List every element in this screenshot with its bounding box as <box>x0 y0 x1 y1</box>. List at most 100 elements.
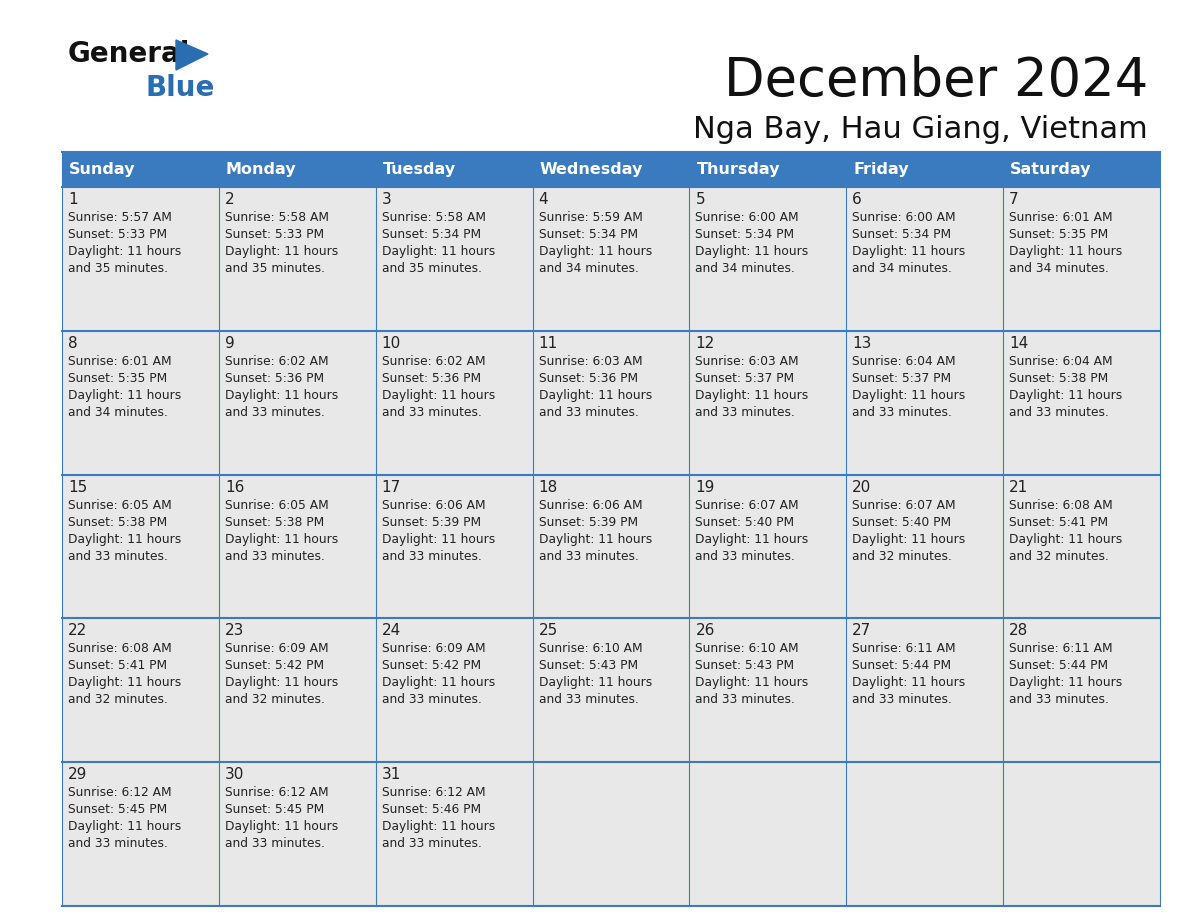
Text: Daylight: 11 hours: Daylight: 11 hours <box>225 245 339 258</box>
Bar <box>846 762 1003 906</box>
Text: Daylight: 11 hours: Daylight: 11 hours <box>68 245 182 258</box>
Text: and 33 minutes.: and 33 minutes. <box>381 406 481 419</box>
Text: Sunset: 5:34 PM: Sunset: 5:34 PM <box>381 228 481 241</box>
Bar <box>532 762 689 906</box>
Text: Sunrise: 5:57 AM: Sunrise: 5:57 AM <box>68 211 172 224</box>
Text: and 34 minutes.: and 34 minutes. <box>852 262 952 275</box>
Text: 16: 16 <box>225 479 245 495</box>
Text: Sunrise: 6:04 AM: Sunrise: 6:04 AM <box>1009 354 1113 368</box>
Text: and 33 minutes.: and 33 minutes. <box>852 693 952 706</box>
Text: Daylight: 11 hours: Daylight: 11 hours <box>1009 245 1123 258</box>
Text: and 32 minutes.: and 32 minutes. <box>1009 550 1110 563</box>
Bar <box>1003 152 1159 187</box>
Text: General: General <box>68 40 190 68</box>
Text: Daylight: 11 hours: Daylight: 11 hours <box>225 677 339 689</box>
Text: 27: 27 <box>852 623 872 638</box>
Text: Sunset: 5:35 PM: Sunset: 5:35 PM <box>1009 228 1108 241</box>
Text: Daylight: 11 hours: Daylight: 11 hours <box>695 245 809 258</box>
Text: and 32 minutes.: and 32 minutes. <box>852 550 952 563</box>
Text: Daylight: 11 hours: Daylight: 11 hours <box>1009 677 1123 689</box>
Bar <box>219 619 375 762</box>
Text: Sunset: 5:38 PM: Sunset: 5:38 PM <box>225 516 324 529</box>
Text: Sunset: 5:39 PM: Sunset: 5:39 PM <box>538 516 638 529</box>
Text: 9: 9 <box>225 336 234 351</box>
Text: and 33 minutes.: and 33 minutes. <box>538 550 638 563</box>
Text: Daylight: 11 hours: Daylight: 11 hours <box>68 389 182 402</box>
Text: Sunset: 5:36 PM: Sunset: 5:36 PM <box>225 372 324 385</box>
Text: Sunrise: 6:09 AM: Sunrise: 6:09 AM <box>225 643 329 655</box>
Text: Sunrise: 6:05 AM: Sunrise: 6:05 AM <box>68 498 172 511</box>
Bar <box>62 475 219 619</box>
Text: Daylight: 11 hours: Daylight: 11 hours <box>381 532 495 545</box>
Bar <box>219 762 375 906</box>
Text: 26: 26 <box>695 623 715 638</box>
Text: Sunset: 5:34 PM: Sunset: 5:34 PM <box>695 228 795 241</box>
Text: Sunset: 5:45 PM: Sunset: 5:45 PM <box>68 803 168 816</box>
Text: Sunrise: 6:01 AM: Sunrise: 6:01 AM <box>68 354 171 368</box>
Text: 20: 20 <box>852 479 872 495</box>
Bar <box>846 475 1003 619</box>
Text: Sunrise: 6:08 AM: Sunrise: 6:08 AM <box>1009 498 1113 511</box>
Text: Daylight: 11 hours: Daylight: 11 hours <box>852 245 966 258</box>
Text: and 34 minutes.: and 34 minutes. <box>538 262 638 275</box>
Text: and 33 minutes.: and 33 minutes. <box>68 550 168 563</box>
Text: Daylight: 11 hours: Daylight: 11 hours <box>381 389 495 402</box>
Text: Sunset: 5:43 PM: Sunset: 5:43 PM <box>695 659 795 672</box>
Text: Thursday: Thursday <box>696 162 781 177</box>
Text: Sunrise: 6:01 AM: Sunrise: 6:01 AM <box>1009 211 1113 224</box>
Bar <box>375 762 532 906</box>
Bar <box>689 152 846 187</box>
Bar <box>532 152 689 187</box>
Text: Sunrise: 5:58 AM: Sunrise: 5:58 AM <box>225 211 329 224</box>
Text: and 35 minutes.: and 35 minutes. <box>225 262 324 275</box>
Bar <box>219 330 375 475</box>
Text: Sunrise: 6:07 AM: Sunrise: 6:07 AM <box>695 498 800 511</box>
Text: Sunset: 5:39 PM: Sunset: 5:39 PM <box>381 516 481 529</box>
Text: 13: 13 <box>852 336 872 351</box>
Text: Sunset: 5:42 PM: Sunset: 5:42 PM <box>381 659 481 672</box>
Text: Daylight: 11 hours: Daylight: 11 hours <box>381 677 495 689</box>
Text: Sunset: 5:33 PM: Sunset: 5:33 PM <box>68 228 168 241</box>
Bar <box>62 330 219 475</box>
Polygon shape <box>176 40 208 70</box>
Text: Sunday: Sunday <box>69 162 135 177</box>
Text: Daylight: 11 hours: Daylight: 11 hours <box>225 820 339 834</box>
Text: Sunset: 5:46 PM: Sunset: 5:46 PM <box>381 803 481 816</box>
Bar <box>689 330 846 475</box>
Text: Nga Bay, Hau Giang, Vietnam: Nga Bay, Hau Giang, Vietnam <box>694 115 1148 144</box>
Text: 22: 22 <box>68 623 87 638</box>
Text: Sunrise: 6:06 AM: Sunrise: 6:06 AM <box>538 498 643 511</box>
Text: 28: 28 <box>1009 623 1029 638</box>
Bar <box>62 152 219 187</box>
Text: and 33 minutes.: and 33 minutes. <box>695 406 795 419</box>
Text: 5: 5 <box>695 192 704 207</box>
Text: 19: 19 <box>695 479 715 495</box>
Text: and 33 minutes.: and 33 minutes. <box>695 693 795 706</box>
Text: Sunset: 5:38 PM: Sunset: 5:38 PM <box>1009 372 1108 385</box>
Text: 18: 18 <box>538 479 558 495</box>
Text: Sunset: 5:45 PM: Sunset: 5:45 PM <box>225 803 324 816</box>
Text: Sunset: 5:36 PM: Sunset: 5:36 PM <box>538 372 638 385</box>
Bar <box>846 619 1003 762</box>
Text: and 33 minutes.: and 33 minutes. <box>68 837 168 850</box>
Text: and 33 minutes.: and 33 minutes. <box>1009 406 1110 419</box>
Text: and 34 minutes.: and 34 minutes. <box>1009 262 1110 275</box>
Text: Tuesday: Tuesday <box>383 162 456 177</box>
Text: 30: 30 <box>225 767 245 782</box>
Text: Sunrise: 6:12 AM: Sunrise: 6:12 AM <box>381 786 486 800</box>
Text: Daylight: 11 hours: Daylight: 11 hours <box>68 820 182 834</box>
Text: Sunset: 5:38 PM: Sunset: 5:38 PM <box>68 516 168 529</box>
Text: Sunrise: 6:10 AM: Sunrise: 6:10 AM <box>695 643 800 655</box>
Text: Sunrise: 6:10 AM: Sunrise: 6:10 AM <box>538 643 643 655</box>
Text: Sunrise: 6:02 AM: Sunrise: 6:02 AM <box>381 354 486 368</box>
Text: Sunset: 5:37 PM: Sunset: 5:37 PM <box>695 372 795 385</box>
Text: Sunset: 5:40 PM: Sunset: 5:40 PM <box>852 516 952 529</box>
Text: and 34 minutes.: and 34 minutes. <box>695 262 795 275</box>
Text: Daylight: 11 hours: Daylight: 11 hours <box>225 389 339 402</box>
Text: Sunrise: 5:59 AM: Sunrise: 5:59 AM <box>538 211 643 224</box>
Text: Sunset: 5:40 PM: Sunset: 5:40 PM <box>695 516 795 529</box>
Bar <box>532 187 689 330</box>
Text: Sunset: 5:41 PM: Sunset: 5:41 PM <box>1009 516 1108 529</box>
Text: and 33 minutes.: and 33 minutes. <box>538 406 638 419</box>
Text: Daylight: 11 hours: Daylight: 11 hours <box>381 820 495 834</box>
